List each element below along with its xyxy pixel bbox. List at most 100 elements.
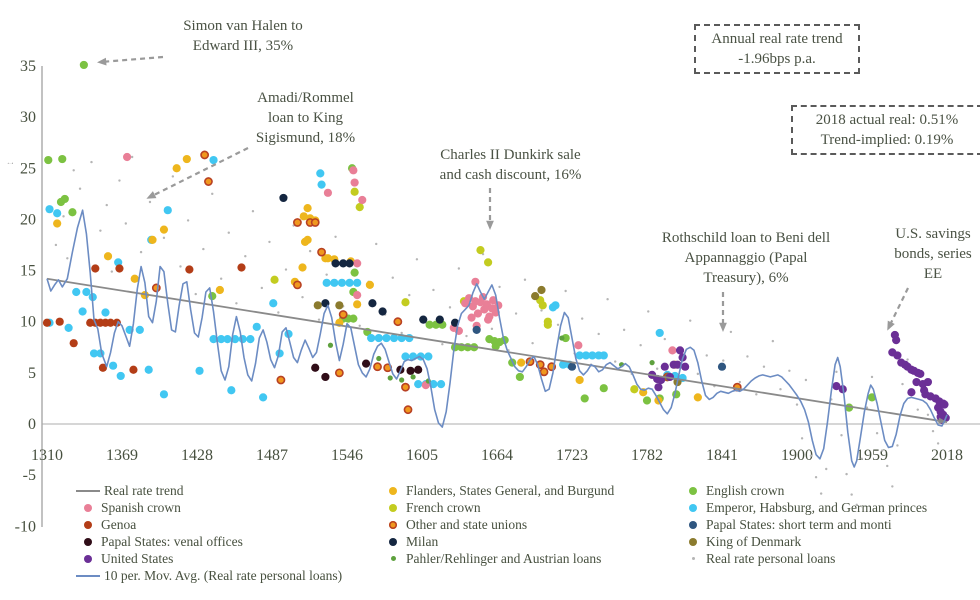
point-english [58,154,67,164]
point-us [675,346,685,355]
point-emperor [238,334,247,344]
point-emperor [82,287,91,297]
point-french [543,320,552,329]
annotation-arrowhead [887,320,895,331]
point-emperor [588,351,597,360]
point-personal [227,231,230,234]
point-personal [855,503,858,507]
point-milan [419,315,428,324]
y-tick-label: 35 [20,58,36,75]
annotation-line: Simon van Halen to [183,18,303,34]
annotation-arrowhead [97,57,107,66]
legend-column-2: Flanders, States General, and Burgund Fre… [381,482,614,567]
annotation-line: Sigismund, 18% [255,130,356,146]
axes: 35 30 25 20 15 10 5 0 -5 -10 1310 1369 1428 1487 1546 1… [15,58,980,535]
point-personal [457,267,461,270]
point-personal [465,334,468,338]
point-milan [331,259,340,268]
point-personal [891,485,894,488]
point-flanders [303,204,312,213]
point-personal [54,243,58,247]
point-english [44,155,53,165]
legend-dot-marker [689,537,697,546]
series-personal [54,155,949,507]
point-papal_short [567,362,577,371]
point-us [660,362,669,371]
x-tick-label: 1841 [706,447,738,464]
annotation-arrowhead [146,191,157,199]
point-other [200,150,210,160]
legend-label: 10 per. Mov. Avg. (Real rate personal lo… [104,567,343,583]
legend-item: Genoa [76,516,342,533]
legend-item: King of Denmark [681,533,927,550]
point-emperor [424,352,433,361]
point-emperor [414,380,423,389]
point-english [349,314,358,323]
point-genoa [129,365,138,374]
point-personal [639,344,642,347]
legend-dot-marker [84,554,92,563]
point-personal [325,273,328,276]
point-us [940,400,949,409]
point-spanish [353,259,362,268]
point-spanish [350,178,359,187]
point-personal [809,454,813,457]
point-personal [186,219,190,222]
legend-label: Other and state unions [406,516,528,532]
point-emperor [209,334,218,344]
point-personal [162,236,166,240]
point-personal [334,235,337,238]
point-emperor [78,307,87,316]
point-emperor [109,361,118,370]
point-other [334,368,344,378]
trend-arrowhead [938,417,947,424]
point-denmark [313,301,322,310]
point-personal [317,318,321,321]
point-personal [268,240,271,244]
point-flanders [298,263,307,272]
point-flanders [215,285,224,295]
annotation-arrow-shaft [149,147,249,198]
point-venal [414,365,423,374]
point-personal [211,192,214,196]
annotation-line: and cash discount, 16% [439,167,582,183]
point-emperor [382,333,391,343]
series-us [647,330,950,425]
annotation-line: Treasury), 6% [703,270,789,286]
point-personal [771,339,775,343]
annotation-line: Appannaggio (Papal [684,250,808,266]
x-tick-label: 1723 [556,447,588,464]
point-emperor [353,278,362,287]
point-french [270,275,279,284]
point-personal [284,268,288,271]
point-english [491,342,500,351]
annotation-arrowhead [486,220,494,230]
point-emperor [209,155,218,165]
legend-item: 10 per. Mov. Avg. (Real rate personal lo… [76,567,342,584]
legend-label: Real rate trend [104,482,184,498]
trend-line-segment [46,277,948,423]
point-other [393,317,403,327]
point-emperor [655,328,664,338]
point-spanish [122,152,132,162]
point-english [561,333,570,343]
point-personal [540,309,543,312]
point-spanish [353,291,362,300]
point-personal [614,360,617,363]
point-spanish [485,312,494,321]
point-emperor [269,299,278,308]
point-other [151,283,161,293]
y-tick-label: 25 [20,160,36,177]
point-personal [66,257,69,260]
point-flanders [300,237,310,247]
point-personal [301,295,304,299]
legend-item: Emperor, Habsburg, and German princes [681,499,927,516]
point-personal [564,289,567,293]
point-personal [72,169,75,172]
point-personal [800,437,804,440]
point-emperor [322,278,331,287]
series-papal_short [472,325,727,371]
point-flanders [575,375,584,385]
y-tick-label: -5 [23,467,36,484]
point-flanders [353,300,362,309]
